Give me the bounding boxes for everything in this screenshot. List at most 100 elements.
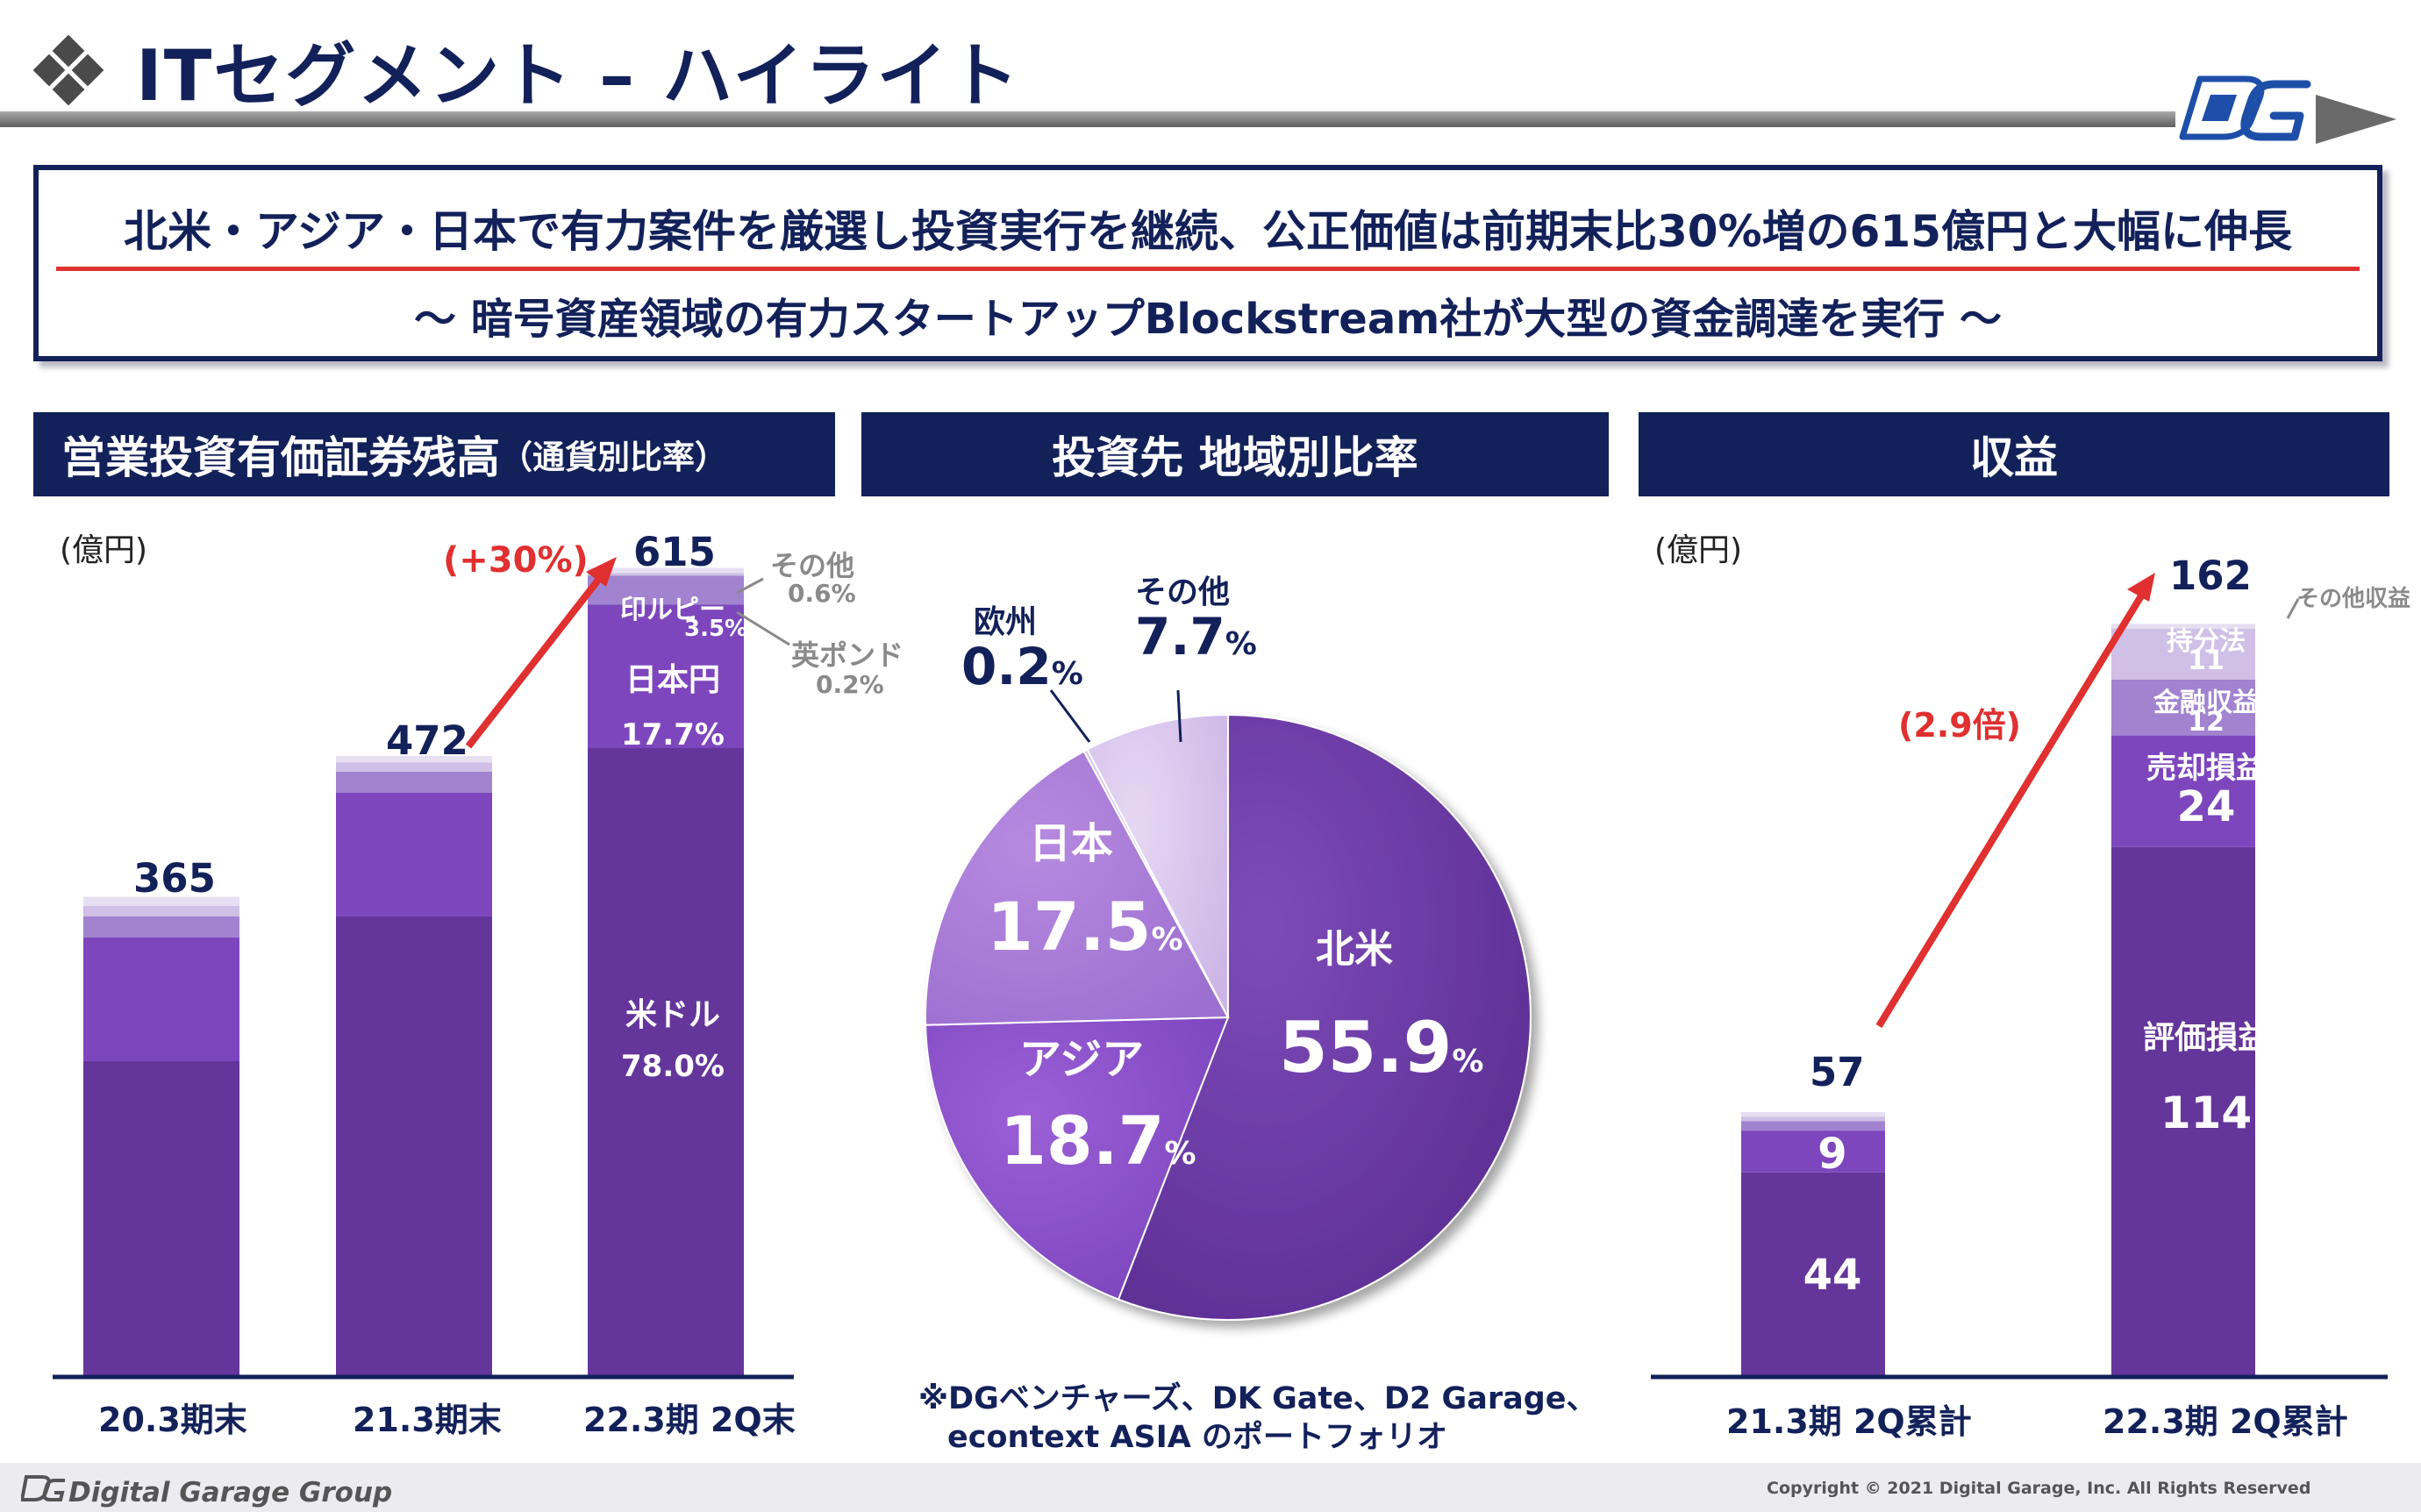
finance-label: 金融収益 — [2153, 688, 2259, 718]
panel-header-region: 投資先 地域別比率 — [861, 412, 1609, 496]
revenue-value-label: 24 — [2176, 782, 2236, 831]
jpy-pct-label: 17.7% — [621, 717, 725, 752]
revenue-category-label: 22.3期 2Q累計 — [2103, 1402, 2348, 1441]
revenue-bar-segment-1 — [2111, 735, 2255, 847]
title-rule — [0, 111, 2175, 127]
pie-note-line2: econtext ASIA のポートフォリオ — [947, 1420, 1447, 1455]
balance-bar-segment-1 — [83, 938, 239, 1061]
headline-rule — [56, 267, 2360, 271]
jpy-label: 日本円 — [625, 662, 720, 698]
revenue-bar-segment-3 — [1741, 1116, 1885, 1122]
revenue-total-label: 57 — [1810, 1049, 1865, 1095]
pie-value-europe: 0.2% — [961, 637, 1083, 696]
footer-company: Digital Garage Group — [68, 1477, 393, 1508]
other-revenue-label: その他収益 — [2296, 586, 2411, 612]
leader-europe — [1049, 689, 1091, 743]
revenue-value-label: 44 — [1803, 1251, 1862, 1300]
gbp-pct-label: 0.2% — [816, 670, 884, 699]
pie-value-other: 7.7% — [1135, 607, 1257, 667]
footer-copyright: Copyright © 2021 Digital Garage, Inc. Al… — [1767, 1479, 2311, 1498]
revenue-growth-label: (2.9倍) — [1898, 706, 2022, 745]
leader-gbp — [736, 610, 790, 646]
revenue-bar-segment-3 — [2111, 628, 2255, 680]
dg-small-logo-icon — [21, 1475, 65, 1501]
revenue-value-label: 11 — [2188, 645, 2225, 676]
pie-value-japan: 17.5% — [987, 888, 1183, 966]
revenue-bar-segment-0 — [2111, 846, 2255, 1377]
pie-slice — [1086, 713, 1229, 1018]
revenue-bar-segment-0 — [1741, 1172, 1885, 1377]
leader-other-revenue — [2286, 598, 2300, 619]
leader-other — [736, 577, 764, 595]
panel-title-region: 投資先 地域別比率 — [1052, 432, 1418, 483]
growth-arrow-shaft — [465, 568, 609, 749]
balance-bar-segment-4 — [83, 896, 239, 906]
pie-label-europe: 欧州 — [974, 604, 1038, 640]
balance-category-label: 20.3期末 — [98, 1401, 247, 1439]
revenue-bar-segment-4 — [1741, 1111, 1885, 1117]
balance-total-label: 472 — [386, 717, 468, 764]
balance-bar-segment-0 — [83, 1061, 239, 1377]
balance-bar-segment-1 — [588, 604, 744, 748]
panel-title-revenue: 収益 — [1970, 432, 2058, 483]
other-label: その他 — [770, 549, 855, 582]
unit-label-revenue: (億円) — [1654, 532, 1743, 568]
panel-header-balance: 営業投資有価証券残高 （通貨別比率） — [33, 412, 835, 496]
headline: 北米・アジア・日本で有力案件を厳選し投資実行を継続、公正価値は前期末比30%増の… — [123, 206, 2293, 257]
balance-bar-segment-3 — [336, 762, 492, 772]
pie-value-asia: 18.7% — [1000, 1102, 1196, 1180]
usd-label: 米ドル — [625, 997, 720, 1033]
balance-category-label: 21.3期末 — [353, 1401, 502, 1439]
subline: ～ 暗号資産領域の有力スタートアップBlockstream社が大型の資金調達を実… — [414, 295, 2002, 344]
revenue-total-label: 162 — [2169, 553, 2252, 599]
balance-bar-segment-2 — [83, 916, 239, 938]
growth-label: (+30%) — [443, 540, 589, 581]
eval-label: 評価損益 — [2142, 1020, 2269, 1056]
revenue-chart — [1651, 573, 2388, 1380]
pie-value-north: 55.9% — [1279, 1007, 1484, 1088]
revenue-value-label: 9 — [1818, 1130, 1847, 1179]
pie-label-japan: 日本 — [1029, 819, 1114, 868]
balance-bar-segment-2 — [588, 575, 744, 605]
pie-note-line1: ※DGベンチャーズ、DK Gate、D2 Garage、 — [918, 1381, 1597, 1416]
balance-bar-segment-4 — [588, 567, 744, 574]
balance-chart — [53, 557, 794, 1380]
gbp-label: 英ポンド — [791, 638, 904, 672]
panel-title-sub: （通貨別比率） — [500, 439, 727, 476]
pie-slice — [925, 1016, 1230, 1301]
revenue-category-label: 21.3期 2Q累計 — [1726, 1402, 1972, 1441]
title-arrow — [2316, 95, 2396, 144]
footer-bar — [0, 1463, 2421, 1512]
region-pie-chart — [925, 689, 1532, 1321]
balance-bar-segment-3 — [588, 573, 744, 576]
pie-slice — [925, 750, 1230, 1026]
equity-label: 持分法 — [2167, 626, 2246, 657]
revenue-bar-segment-2 — [2111, 680, 2255, 736]
pie-slice — [1117, 713, 1532, 1321]
dg-logo-icon — [2179, 75, 2311, 141]
revenue-bar-segment-2 — [1741, 1121, 1885, 1131]
balance-bar-segment-0 — [336, 916, 492, 1377]
unit-label-balance: (億円) — [60, 532, 148, 568]
pie-label-asia: アジア — [1019, 1035, 1145, 1084]
panel-header-revenue: 収益 — [1639, 412, 2389, 496]
slide-title: ITセグメント – ハイライト — [136, 35, 1021, 117]
balance-bar-segment-2 — [336, 772, 492, 793]
balance-total-label: 615 — [633, 529, 716, 575]
balance-category-label: 22.3期 2Q末 — [583, 1401, 796, 1439]
inr-label: 印ルピー — [620, 595, 725, 625]
balance-total-label: 365 — [133, 855, 216, 902]
growth-arrow-head — [586, 557, 617, 587]
balance-bar-segment-4 — [336, 756, 492, 763]
inr-pct-label: 3.5% — [684, 616, 748, 642]
pie-label-north: 北米 — [1316, 927, 1393, 972]
summary-box: 北米・アジア・日本で有力案件を厳選し投資実行を継続、公正価値は前期末比30%増の… — [33, 165, 2382, 361]
revenue-growth-arrow-head — [2127, 573, 2155, 602]
revenue-bar-segment-4 — [2111, 624, 2255, 629]
pie-label-other: その他 — [1135, 574, 1231, 610]
balance-bar-segment-0 — [588, 748, 744, 1377]
panel-title-main: 営業投資有価証券残高 — [61, 432, 500, 483]
balance-bar-segment-3 — [83, 906, 239, 916]
usd-pct-label: 78.0% — [621, 1049, 725, 1084]
leader-other — [1176, 689, 1182, 743]
